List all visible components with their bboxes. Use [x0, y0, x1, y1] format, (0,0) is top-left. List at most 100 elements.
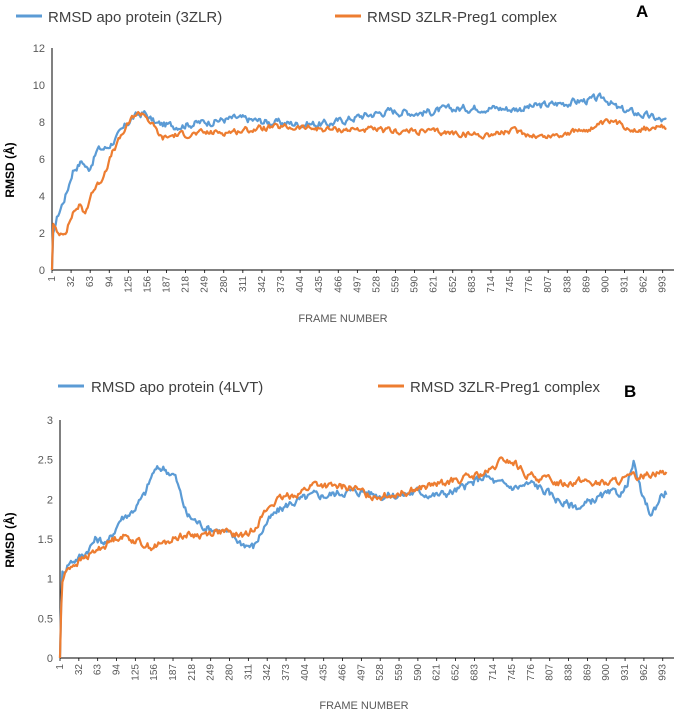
panel-a-y-tick-label: 6 — [39, 154, 45, 166]
panel-a-x-tick-label: 218 — [181, 276, 192, 293]
panel-b-x-tick-label: 32 — [74, 664, 85, 676]
panel-a-x-tick-label: 900 — [600, 276, 611, 293]
panel-a-x-tick-label: 280 — [219, 276, 230, 293]
panel-b-x-tick-label: 745 — [507, 664, 518, 681]
panel-b-x-tick-label: 63 — [93, 664, 104, 676]
panel-b-series — [58, 456, 668, 659]
panel-b-x-tick-label: 342 — [262, 664, 273, 681]
panel-b-y-tick-label: 2.5 — [38, 455, 53, 467]
panel-a-x-tick-label: 156 — [142, 276, 153, 293]
panel-a-x-tick-label: 745 — [505, 276, 516, 293]
panel-b-x-tick-label: 931 — [620, 664, 631, 681]
panel-a-x-tick-label: 497 — [352, 276, 363, 293]
panel-b-series-line-complex — [58, 456, 668, 659]
panel-b-x-tick-label: 373 — [281, 664, 292, 681]
panel-a-x-tick-label: 435 — [314, 276, 325, 293]
panel-a-x-tick-label: 528 — [371, 276, 382, 293]
panel-b-label: B — [624, 382, 636, 401]
panel-b-x-tick-label: 156 — [149, 664, 160, 681]
panel-b-x-tick-label: 311 — [243, 664, 254, 680]
panel-a-x-tick-label: 1 — [47, 276, 58, 282]
panel-a-y-tick-label: 10 — [33, 80, 45, 92]
panel-a-x-tick-label: 807 — [543, 276, 554, 293]
panel-b-x-tick-label: 435 — [319, 664, 330, 681]
panel-b-y-axis-label: RMSD (Å) — [2, 512, 17, 567]
panel-a-x-tick-label: 869 — [581, 276, 592, 293]
panel-b-legend-label-complex: RMSD 3ZLR-Preg1 complex — [410, 379, 601, 396]
panel-b-x-tick-label: 838 — [564, 664, 575, 681]
panel-a-x-tick-label: 590 — [410, 276, 421, 293]
panel-b-x-tick-label: 187 — [168, 664, 179, 681]
panel-a-x-tick-label: 621 — [429, 276, 440, 293]
panel-a-y-tick-label: 4 — [39, 191, 45, 203]
panel-a-y-axis-label: RMSD (Å) — [2, 142, 17, 197]
panel-b-x-tick-label: 218 — [187, 664, 198, 681]
panel-a-series-line-complex — [50, 110, 667, 271]
panel-b-x-tick-label: 559 — [394, 664, 405, 681]
panel-a-y-tick-label: 8 — [39, 117, 45, 129]
panel-a-x-axis-label: FRAME NUMBER — [298, 313, 387, 325]
panel-b-x-tick-label: 497 — [356, 664, 367, 681]
panel-b-y-tick-label: 1.5 — [38, 534, 53, 546]
panel-a-x-tick-label: 652 — [448, 276, 459, 293]
panel-a-x-tick-label: 993 — [658, 276, 669, 293]
panel-b-legend-label-apo: RMSD apo protein (4LVT) — [91, 379, 263, 396]
panel-b-x-tick-label: 590 — [413, 664, 424, 681]
panel-b-x-tick-label: 528 — [375, 664, 386, 681]
panel-b-y-tick-label: 1 — [47, 574, 53, 586]
panel-b-x-tick-label: 125 — [130, 664, 141, 681]
panel-b-x-tick-label: 714 — [488, 664, 499, 681]
panel-b-x-tick-label: 404 — [300, 664, 311, 681]
panel-a-x-tick-label: 187 — [162, 276, 173, 293]
panel-a-x-tick-label: 311 — [238, 276, 249, 292]
panel-a-legend-label-complex: RMSD 3ZLR-Preg1 complex — [367, 9, 558, 26]
panel-a-x-tick-label: 94 — [104, 276, 115, 288]
panel-b-x-tick-label: 1 — [55, 664, 66, 670]
panel-b: RMSD apo protein (4LVT) RMSD 3ZLR-Preg1 … — [2, 379, 674, 711]
panel-b-x-tick-label: 900 — [601, 664, 612, 681]
panel-b-x-ticks: 1 32 63 94 125 156 187 218 249 280 311 342 373 404 435… — [55, 658, 669, 681]
panel-b-y-tick-label: 0.5 — [38, 613, 53, 625]
panel-b-x-tick-label: 683 — [469, 664, 480, 681]
panel-b-x-tick-label: 466 — [338, 664, 349, 681]
panel-a-x-tick-label: 342 — [257, 276, 268, 293]
panel-b-x-axis-label: FRAME NUMBER — [319, 700, 408, 711]
panel-a-x-tick-label: 559 — [391, 276, 402, 293]
panel-b-x-tick-label: 869 — [582, 664, 593, 681]
panel-a-y-tick-label: 12 — [33, 43, 45, 55]
panel-a-label: A — [636, 2, 648, 21]
panel-b-x-tick-label: 652 — [451, 664, 462, 681]
panel-b-x-tick-label: 249 — [206, 664, 217, 681]
panel-b-x-tick-label: 94 — [112, 664, 123, 676]
panel-a-x-tick-label: 683 — [467, 276, 478, 293]
panel-a-y-tick-label: 2 — [39, 228, 45, 240]
panel-a-legend-label-apo: RMSD apo protein (3ZLR) — [48, 9, 222, 26]
panel-b-x-tick-label: 993 — [658, 664, 669, 681]
panel-a-x-tick-label: 962 — [639, 276, 650, 293]
panel-b-x-tick-label: 962 — [639, 664, 650, 681]
panel-a-x-tick-label: 32 — [66, 276, 77, 288]
panel-a-y-tick-label: 0 — [39, 265, 45, 277]
panel-b-x-tick-label: 807 — [545, 664, 556, 681]
panel-b-y-tick-label: 2 — [47, 494, 53, 506]
panel-a-x-tick-label: 714 — [486, 276, 497, 293]
panel-b-y-tick-label: 3 — [47, 415, 53, 427]
panel-b-x-tick-label: 621 — [432, 664, 443, 681]
panel-a-series-line-apo — [50, 92, 667, 271]
panel-b-x-tick-label: 776 — [526, 664, 537, 681]
panel-a-x-tick-label: 931 — [620, 276, 631, 293]
panel-a: RMSD apo protein (3ZLR) RMSD 3ZLR-Preg1 … — [2, 2, 674, 325]
panel-a-x-ticks: 1 32 63 94 125 156 187 218 249 280 311 342 373 404 435… — [47, 270, 669, 293]
panel-a-x-tick-label: 838 — [562, 276, 573, 293]
panel-b-x-tick-label: 280 — [225, 664, 236, 681]
panel-a-x-tick-label: 249 — [200, 276, 211, 293]
panel-a-series — [50, 92, 667, 271]
panel-b-y-tick-label: 0 — [47, 653, 53, 665]
panel-a-y-ticks: 0 2 4 6 8 10 12 — [33, 43, 45, 277]
panel-a-x-tick-label: 776 — [524, 276, 535, 293]
panel-a-x-tick-label: 373 — [276, 276, 287, 293]
panel-a-x-tick-label: 466 — [333, 276, 344, 293]
panel-a-x-tick-label: 404 — [295, 276, 306, 293]
panel-a-x-tick-label: 63 — [85, 276, 96, 288]
